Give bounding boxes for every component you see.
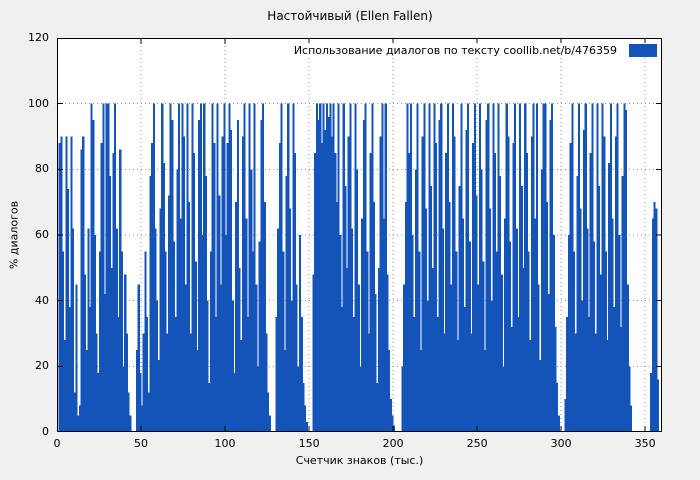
y-tick-label: 20 [35,359,49,373]
legend-swatch [629,44,657,57]
legend: Использование диалогов по тексту coollib… [291,43,659,58]
x-tick-label: 350 [634,437,656,450]
y-tick-label: 60 [35,228,49,241]
x-tick-label: 50 [134,437,149,450]
y-tick-label: 80 [35,162,49,176]
x-tick-label: 0 [53,437,61,450]
plot-canvas [57,38,662,432]
chart-title: Настойчивый (Ellen Fallen) [267,9,433,23]
y-tick-label: 120 [28,31,49,44]
x-tick-label: 250 [466,437,488,450]
plot-area: Использование диалогов по тексту coollib… [57,38,662,432]
x-tick-label: 300 [550,437,572,450]
y-tick-label: 100 [28,96,49,110]
y-tick-label: 0 [42,425,49,438]
y-tick-label: 40 [35,293,49,307]
x-tick-label: 150 [298,437,320,450]
legend-label: Использование диалогов по тексту coollib… [293,44,617,57]
x-tick-label: 200 [382,437,404,450]
x-axis-label: Счетчик знаков (тыс.) [295,454,424,467]
x-tick-label: 100 [214,437,236,450]
